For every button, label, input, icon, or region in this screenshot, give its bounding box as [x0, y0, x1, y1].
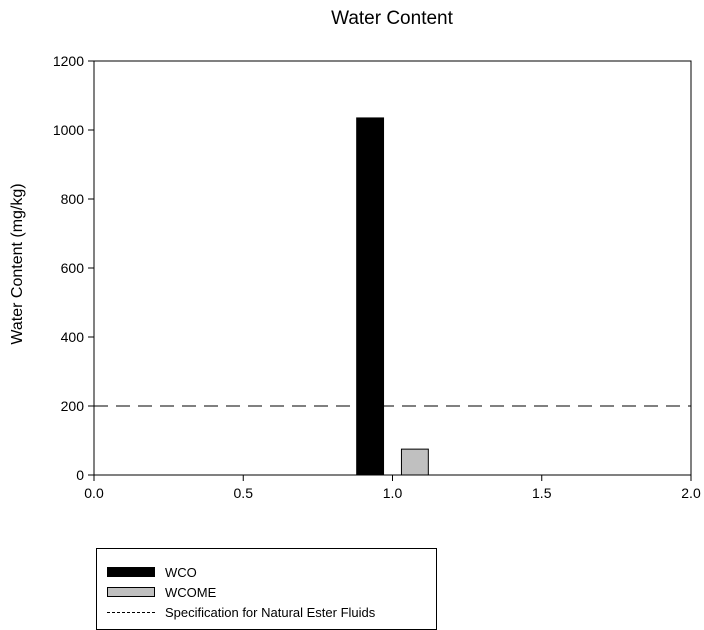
legend-item-wco: WCO [107, 562, 197, 582]
x-tick-label: 2.0 [681, 485, 701, 501]
y-tick-label: 1200 [53, 53, 84, 69]
wcome-swatch [107, 587, 155, 597]
specification-dash-swatch [107, 611, 155, 613]
bar-wco [356, 117, 385, 476]
y-axis-label: Water Content (mg/kg) [9, 183, 26, 345]
chart-legend: WCO WCOME Specification for Natural Este… [96, 548, 437, 630]
wco-swatch [107, 567, 155, 577]
x-tick-label: 1.5 [532, 485, 552, 501]
y-tick-label: 200 [61, 398, 85, 414]
y-tick-label: 1000 [53, 122, 84, 138]
y-tick-label: 600 [61, 260, 85, 276]
legend-item-wcome: WCOME [107, 582, 216, 602]
y-tick-label: 800 [61, 191, 85, 207]
x-tick-label: 0.5 [234, 485, 254, 501]
legend-label-wcome: WCOME [165, 584, 217, 600]
x-tick-label: 1.0 [383, 485, 403, 501]
legend-item-specification: Specification for Natural Ester Fluids [107, 602, 375, 622]
y-tick-label: 400 [61, 329, 85, 345]
legend-label-specification: Specification for Natural Ester Fluids [165, 604, 376, 620]
y-tick-label: 0 [76, 467, 84, 483]
legend-label-wco: WCO [165, 564, 197, 580]
bar-wcome [400, 448, 429, 476]
x-tick-label: 0.0 [84, 485, 104, 501]
chart-title: Water Content [331, 8, 453, 29]
plot-area [93, 60, 692, 476]
